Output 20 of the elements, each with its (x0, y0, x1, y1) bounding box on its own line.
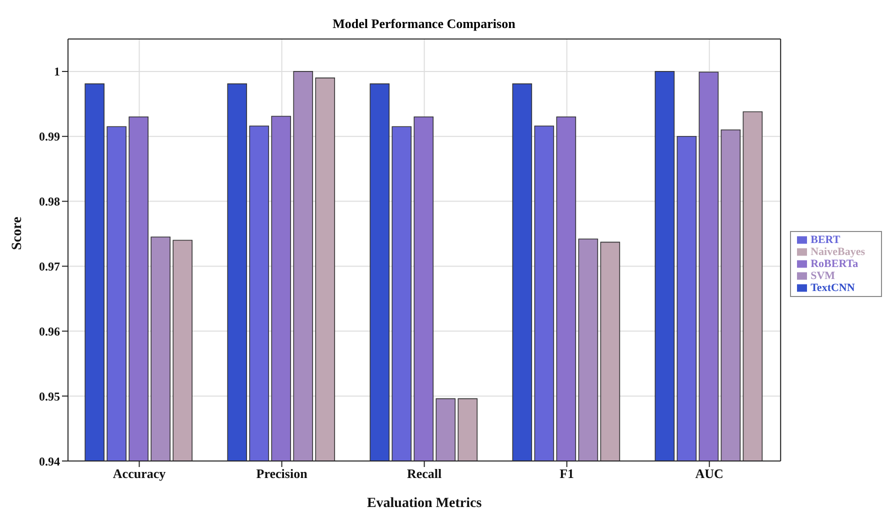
y-tick-label: 1 (54, 64, 60, 79)
legend-label: BERT (810, 234, 840, 246)
x-tick-label: Precision (256, 466, 308, 482)
chart-title: Model Performance Comparison (332, 16, 516, 32)
y-tick-label: 0.94 (39, 454, 60, 468)
x-tick-label: AUC (695, 466, 724, 482)
y-axis-title: Score (10, 216, 25, 250)
legend-label: RoBERTa (810, 258, 858, 270)
legend-label: TextCNN (810, 282, 855, 294)
legend-label: NaiveBayes (810, 246, 865, 258)
y-tick-label: 0.97 (39, 259, 60, 274)
y-tick-label: 0.95 (39, 389, 60, 404)
x-tick-label: Accuracy (112, 466, 166, 482)
x-tick-label: Recall (406, 466, 442, 482)
y-tick-label: 0.99 (39, 130, 60, 144)
x-tick-label: F1 (560, 466, 574, 482)
y-tick-label: 0.96 (39, 324, 60, 338)
legend-label: SVM (810, 270, 836, 282)
y-tick-label: 0.98 (39, 194, 60, 209)
x-axis-title: Evaluation Metrics (366, 496, 482, 511)
